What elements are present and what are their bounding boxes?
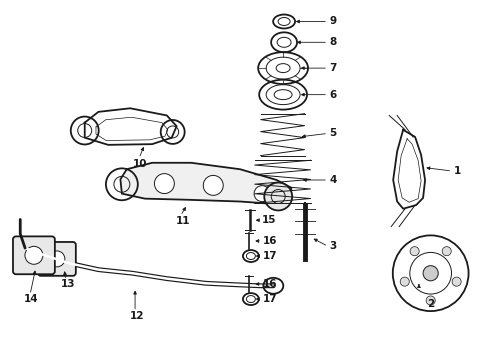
Text: 14: 14	[24, 294, 39, 304]
Circle shape	[25, 246, 43, 264]
Circle shape	[203, 175, 223, 195]
Text: 11: 11	[175, 216, 190, 226]
FancyBboxPatch shape	[38, 242, 76, 276]
Text: 3: 3	[329, 241, 336, 251]
Circle shape	[452, 277, 461, 286]
Circle shape	[254, 186, 270, 202]
Text: 2: 2	[427, 299, 434, 309]
Text: 5: 5	[329, 129, 336, 138]
Text: 15: 15	[262, 215, 276, 225]
FancyBboxPatch shape	[13, 237, 55, 274]
Polygon shape	[121, 163, 292, 204]
Text: 16: 16	[263, 279, 277, 289]
Text: 9: 9	[329, 17, 336, 27]
Text: 17: 17	[263, 251, 278, 261]
Text: 12: 12	[130, 311, 145, 321]
Text: 8: 8	[329, 37, 336, 47]
Text: 16: 16	[263, 236, 277, 246]
Circle shape	[400, 277, 409, 286]
Circle shape	[442, 247, 451, 256]
Circle shape	[264, 183, 292, 211]
Text: 7: 7	[329, 63, 337, 73]
Text: 1: 1	[454, 166, 461, 176]
Text: 6: 6	[329, 90, 336, 100]
Circle shape	[49, 251, 65, 267]
Circle shape	[423, 266, 438, 281]
Circle shape	[154, 174, 174, 194]
Circle shape	[426, 296, 435, 305]
Text: 10: 10	[133, 158, 147, 168]
Text: 13: 13	[61, 279, 75, 289]
Text: 17: 17	[263, 294, 278, 304]
Text: 4: 4	[329, 175, 337, 185]
Circle shape	[410, 247, 419, 256]
